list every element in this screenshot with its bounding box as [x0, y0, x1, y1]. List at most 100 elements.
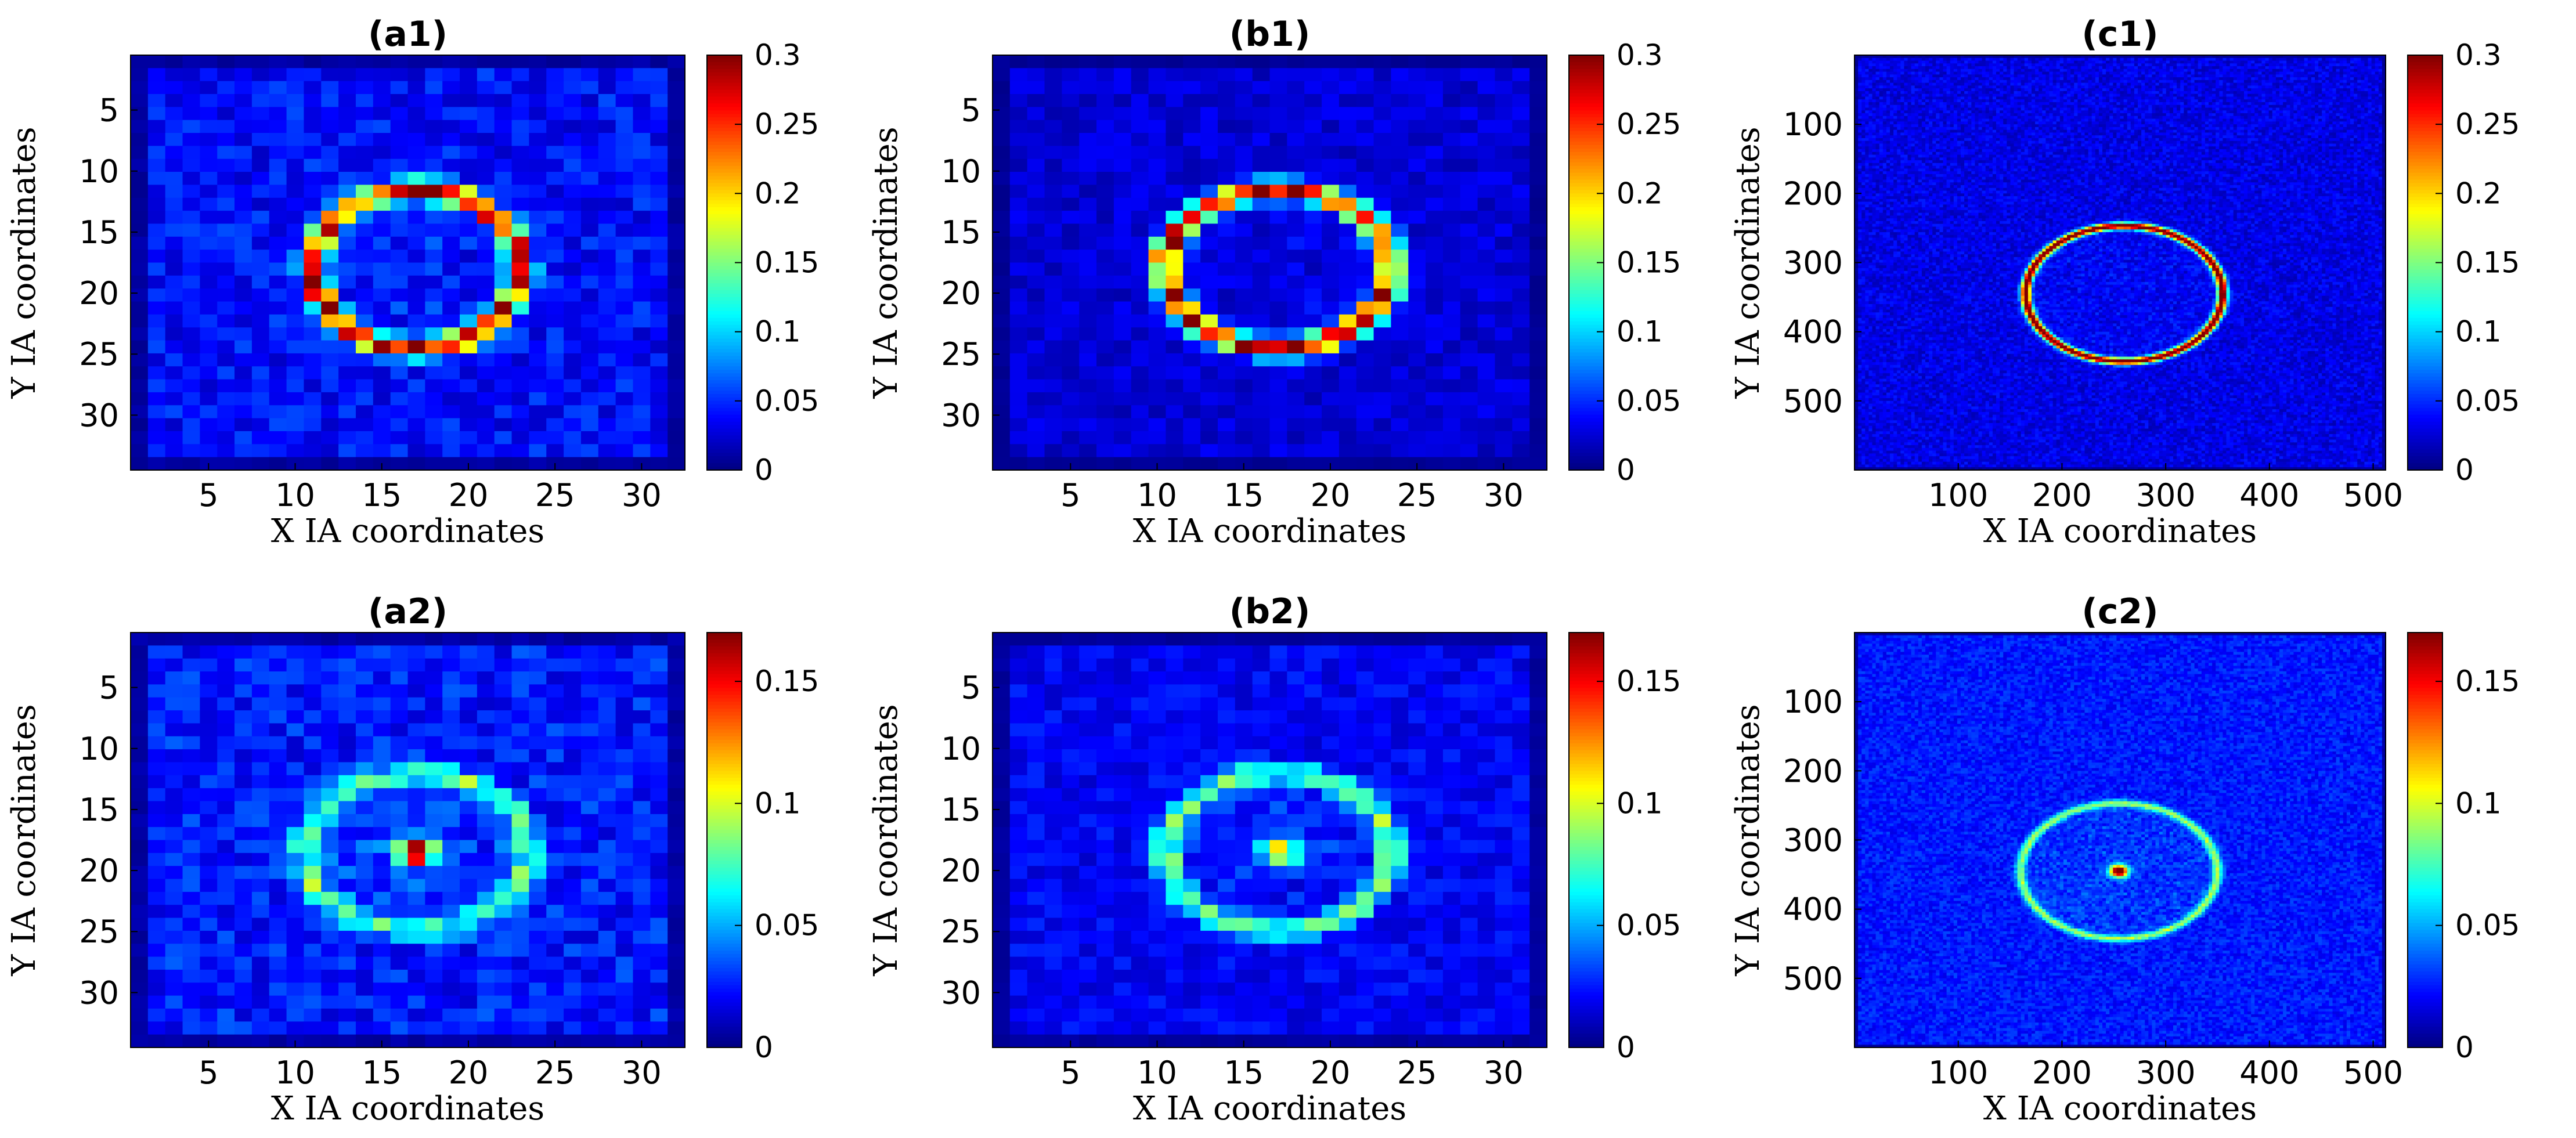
- heatmap-cell: [356, 211, 373, 224]
- heatmap-cell: [1183, 68, 1200, 81]
- heatmap-cell: [2301, 74, 2305, 77]
- heatmap-cell: [581, 172, 598, 185]
- heatmap-cell: [234, 392, 252, 406]
- heatmap-cell: [234, 250, 252, 263]
- heatmap-cell: [1426, 457, 1443, 471]
- colorbar-segment: [707, 138, 742, 142]
- heatmap-cell: [2272, 69, 2276, 72]
- heatmap-cell: [495, 68, 512, 81]
- heatmap-cell: [495, 107, 512, 120]
- heatmap-cell: [477, 418, 495, 432]
- heatmap-cell: [2293, 74, 2297, 77]
- heatmap-cell: [391, 418, 408, 432]
- heatmap-cell: [1443, 392, 1460, 406]
- heatmap-cell: [1426, 55, 1443, 68]
- heatmap-cell: [234, 223, 252, 237]
- heatmap-cell: [1218, 431, 1235, 445]
- heatmap-cell: [1529, 315, 1547, 328]
- heatmap-cell: [2244, 83, 2248, 86]
- heatmap-cell: [2148, 66, 2152, 69]
- heatmap-cell: [2184, 80, 2188, 83]
- heatmap-cell: [2198, 80, 2202, 83]
- heatmap-cell: [1131, 380, 1149, 393]
- heatmap-cell: [287, 223, 304, 237]
- heatmap-cell: [2106, 66, 2110, 69]
- heatmap-cell: [2057, 61, 2061, 64]
- heatmap-cell: [1495, 263, 1512, 276]
- heatmap-cell: [1062, 68, 1079, 81]
- heatmap-cell: [287, 392, 304, 406]
- heatmap-cell: [2102, 83, 2106, 86]
- heatmap-cell: [1114, 380, 1131, 393]
- heatmap-cell: [1322, 327, 1339, 341]
- heatmap-cell: [1062, 263, 1079, 276]
- heatmap-cell: [2025, 58, 2029, 61]
- heatmap-cell: [2368, 66, 2372, 69]
- heatmap-cell: [425, 457, 442, 471]
- heatmap-cell: [1873, 72, 1877, 75]
- heatmap-cell: [131, 405, 148, 418]
- heatmap-cell: [1925, 80, 1929, 83]
- heatmap-cell: [1947, 63, 1951, 66]
- heatmap-cell: [1478, 211, 1495, 224]
- heatmap-cell: [2272, 80, 2276, 83]
- heatmap-cell: [1408, 68, 1426, 81]
- heatmap-cell: [2195, 85, 2199, 88]
- heatmap-cell: [2070, 80, 2074, 83]
- heatmap-cell: [1876, 74, 1880, 77]
- heatmap-cell: [2329, 80, 2333, 83]
- heatmap-cell: [1200, 353, 1218, 367]
- heatmap-cell: [633, 302, 650, 315]
- heatmap-cell: [598, 366, 616, 380]
- heatmap-cell: [546, 120, 564, 133]
- heatmap-cell: [425, 211, 442, 224]
- heatmap-cell: [1218, 133, 1235, 146]
- heatmap-cell: [1270, 327, 1287, 341]
- heatmap-cell: [304, 392, 321, 406]
- heatmap-cell: [252, 94, 269, 107]
- heatmap-cell: [269, 302, 287, 315]
- heatmap-cell: [1968, 66, 1972, 69]
- heatmap-cell: [1149, 341, 1166, 354]
- heatmap-cell: [1939, 85, 1943, 88]
- colorbar-segment: [1569, 103, 1604, 107]
- heatmap-cell: [2244, 77, 2248, 80]
- heatmap-cell: [287, 250, 304, 263]
- heatmap-cell: [425, 366, 442, 380]
- heatmap-cell: [616, 107, 633, 120]
- heatmap-cell: [1304, 341, 1322, 354]
- heatmap-cell: [1897, 83, 1901, 86]
- heatmap-cell: [1993, 85, 1997, 88]
- heatmap-cell: [1855, 61, 1859, 64]
- heatmap-cell: [2269, 72, 2273, 75]
- heatmap-cell: [408, 353, 425, 367]
- heatmap-cell: [1968, 85, 1972, 88]
- heatmap-cell: [234, 120, 252, 133]
- heatmap-cell: [993, 133, 1010, 146]
- heatmap-cell: [1356, 327, 1374, 341]
- heatmap-cell: [1010, 276, 1027, 289]
- heatmap-cell: [269, 327, 287, 341]
- heatmap-cell: [1010, 120, 1027, 133]
- heatmap-cell: [1529, 159, 1547, 172]
- heatmap-cell: [200, 341, 217, 354]
- heatmap-cell: [148, 276, 165, 289]
- heatmap-cell: [1079, 94, 1096, 107]
- heatmap-cell: [1975, 74, 1979, 77]
- heatmap-cell: [2000, 66, 2004, 69]
- heatmap-cell: [1114, 172, 1131, 185]
- heatmap-cell: [1270, 263, 1287, 276]
- heatmap-cell: [2045, 66, 2050, 69]
- heatmap-cell: [1374, 68, 1391, 81]
- heatmap-cell: [1879, 63, 1884, 66]
- heatmap-cell: [1950, 69, 1954, 72]
- heatmap-cell: [2301, 66, 2305, 69]
- heatmap-cell: [2085, 61, 2089, 64]
- heatmap-cell: [442, 263, 460, 276]
- colorbar-segment: [707, 80, 742, 84]
- heatmap-cell: [2085, 69, 2089, 72]
- heatmap-cell: [1529, 211, 1547, 224]
- heatmap-cell: [1027, 55, 1045, 68]
- heatmap-cell: [477, 250, 495, 263]
- heatmap-cell: [2234, 74, 2238, 77]
